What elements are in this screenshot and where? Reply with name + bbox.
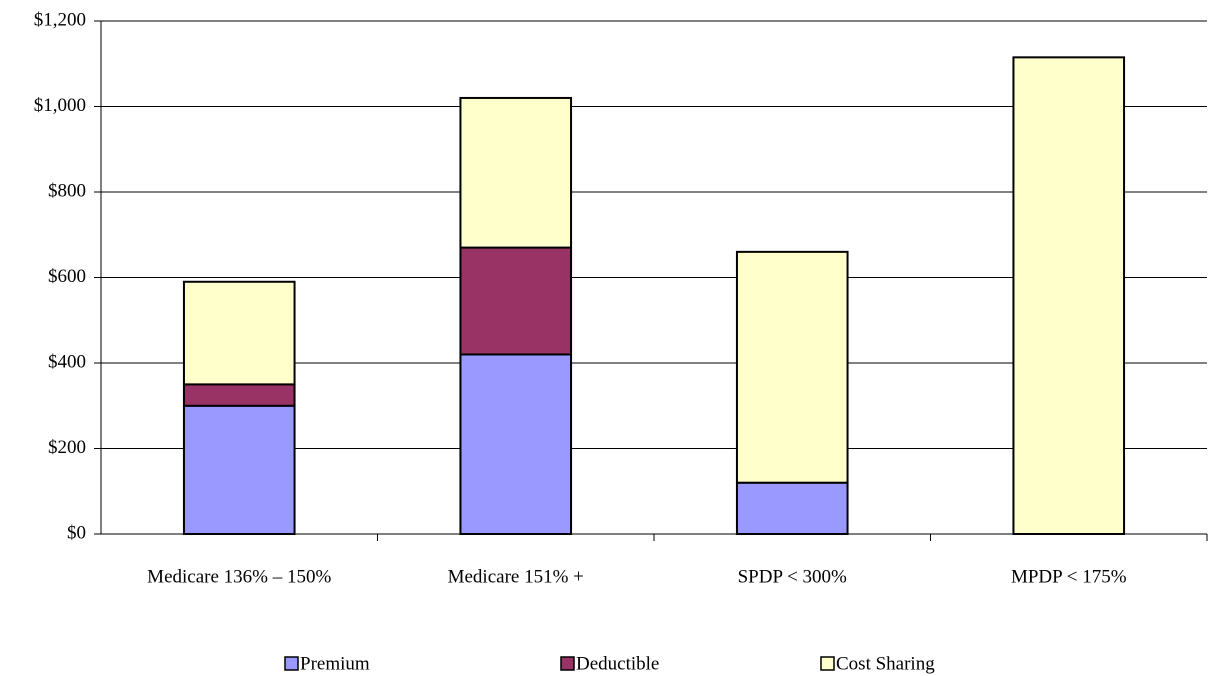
x-tick-label: Medicare 151% +	[448, 566, 584, 587]
legend-label: Deductible	[576, 653, 659, 674]
bar-segment	[735, 250, 849, 484]
y-tick-label: $800	[48, 180, 86, 201]
bar-segment	[1012, 56, 1126, 536]
legend-swatch	[560, 656, 575, 671]
bar-segment	[459, 246, 573, 356]
x-tick-label: SPDP < 300%	[738, 566, 847, 587]
legend-swatch	[820, 656, 835, 671]
y-tick-label: $1,000	[34, 95, 86, 116]
legend-swatch	[284, 656, 299, 671]
x-tick-label: Medicare 136% – 150%	[147, 566, 331, 587]
bar-segment	[735, 481, 849, 536]
y-tick-label: $0	[67, 522, 86, 543]
bar-segment	[182, 280, 296, 386]
bar-segment	[182, 383, 296, 407]
bar-segment	[182, 404, 296, 535]
y-tick-label: $200	[48, 437, 86, 458]
legend-label: Cost Sharing	[836, 653, 935, 674]
bar-segment	[459, 353, 573, 536]
bar-segment	[459, 96, 573, 249]
y-tick-label: $400	[48, 351, 86, 372]
y-tick-label: $600	[48, 266, 86, 287]
legend-label: Premium	[300, 653, 370, 674]
y-tick-label: $1,200	[34, 9, 86, 30]
x-tick-label: MPDP < 175%	[1011, 566, 1127, 587]
